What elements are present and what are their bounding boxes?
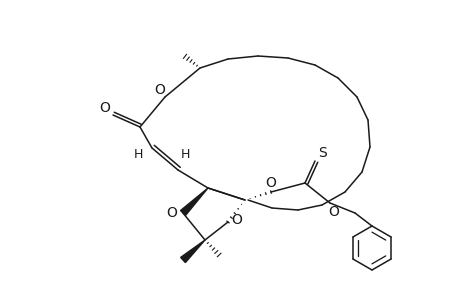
Text: O: O: [265, 176, 276, 190]
Text: O: O: [99, 101, 110, 115]
Text: S: S: [318, 146, 327, 160]
Text: H: H: [180, 148, 189, 161]
Text: O: O: [154, 83, 165, 97]
Polygon shape: [180, 240, 205, 262]
Text: H: H: [133, 148, 142, 161]
Polygon shape: [180, 188, 207, 215]
Text: O: O: [166, 206, 177, 220]
Text: O: O: [231, 213, 242, 227]
Text: O: O: [328, 205, 339, 219]
